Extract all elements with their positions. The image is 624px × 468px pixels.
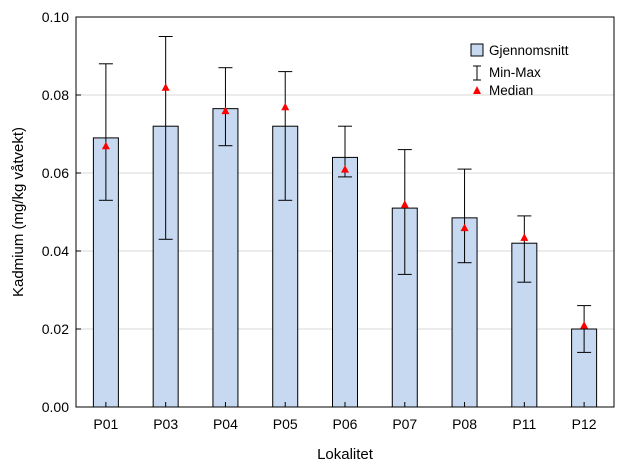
median-marker-p03	[161, 83, 170, 91]
legend-label-mean: Gjennomsnitt	[489, 43, 569, 58]
median-marker-p07	[400, 200, 409, 208]
x-tick-label: P03	[153, 416, 178, 432]
legend-swatch-median	[473, 86, 481, 94]
x-tick-label: P04	[213, 416, 238, 432]
x-tick-label: P11	[512, 416, 536, 432]
bar-p04	[212, 108, 239, 408]
x-tick-label: P06	[333, 416, 358, 432]
x-tick-label: P12	[572, 416, 597, 432]
median-marker-p04	[221, 106, 230, 115]
legend-label-median: Median	[489, 83, 533, 98]
x-tick-label: P08	[452, 416, 477, 432]
bar-p06	[332, 156, 358, 408]
median-marker-p05	[281, 102, 290, 111]
x-tick-label: P07	[392, 416, 417, 432]
y-tick-label: 0.00	[42, 399, 69, 415]
median-marker-p11	[520, 233, 529, 241]
y-tick-label: 0.02	[42, 321, 69, 337]
x-axis-ticks: P01 P03 P04 P05 P06 P07 P08 P11 P12	[93, 402, 597, 432]
x-axis-title: Lokalitet	[317, 446, 374, 463]
y-tick-label: 0.10	[42, 9, 69, 25]
legend-swatch-minmax	[473, 65, 481, 81]
median-marker-p06	[341, 165, 349, 173]
y-axis-title: Kadmium (mg/kg våtvekt)	[10, 127, 27, 297]
y-tick-label: 0.04	[42, 243, 69, 259]
median-markers	[101, 83, 589, 329]
legend-swatch-mean	[470, 43, 484, 57]
y-tick-label: 0.08	[42, 87, 69, 103]
legend-label-minmax: Min-Max	[489, 65, 541, 80]
x-tick-label: P05	[273, 416, 298, 432]
median-marker-p12	[580, 321, 589, 329]
x-tick-label: P01	[93, 416, 118, 432]
median-marker-p01	[101, 141, 110, 150]
median-marker-p08	[460, 223, 469, 232]
y-axis-ticks: 0.00 0.02 0.04 0.06 0.08 0.10	[42, 9, 81, 415]
y-tick-label: 0.06	[42, 165, 69, 181]
legend: Gjennomsnitt Min-Max Median	[470, 43, 569, 98]
